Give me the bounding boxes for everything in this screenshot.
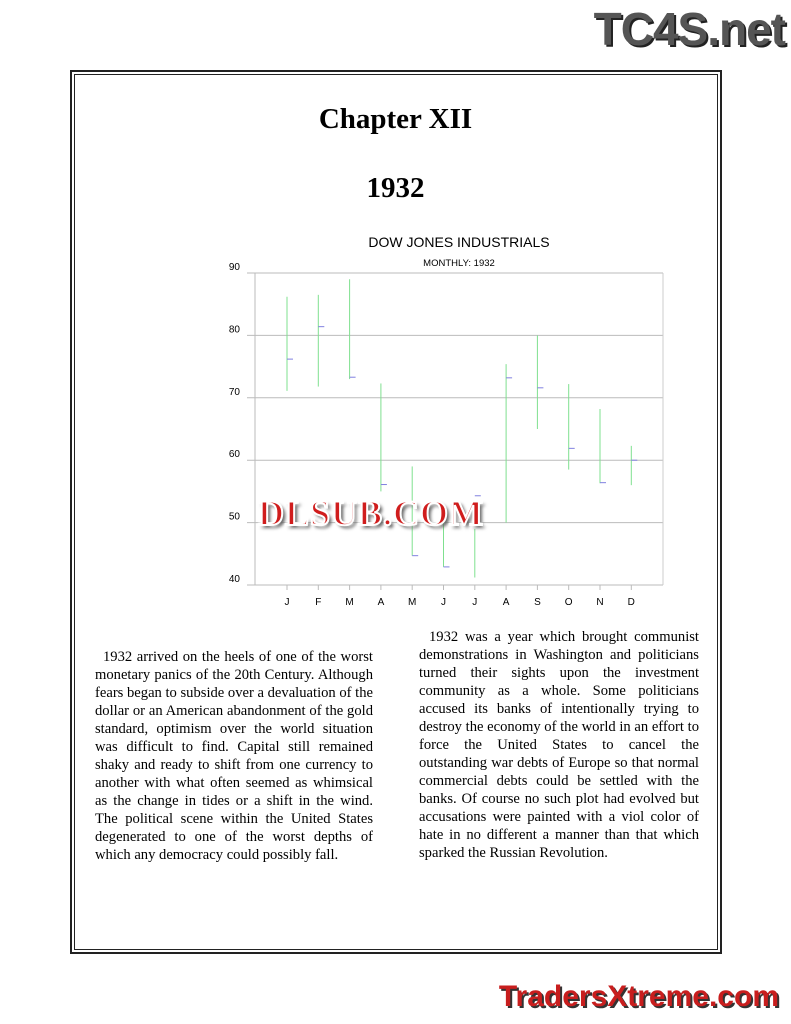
dlsub-watermark: DLSUB.COM xyxy=(257,492,485,534)
x-tick-label: A xyxy=(503,597,510,608)
x-tick-label: M xyxy=(345,597,353,608)
right-column-text: 1932 was a year which brought communist … xyxy=(419,629,699,861)
left-column-text: 1932 arrived on the heels of one of the … xyxy=(95,649,373,863)
page-frame xyxy=(70,70,722,954)
chart-subtitle: MONTHLY: 1932 xyxy=(423,258,495,269)
x-tick-label: A xyxy=(378,597,385,608)
x-tick-label: M xyxy=(408,597,416,608)
chapter-title: Chapter XII xyxy=(318,103,473,135)
x-tick-label: N xyxy=(596,597,603,608)
tradersxtreme-watermark: TradersXtreme.com xyxy=(498,980,779,1013)
y-tick-label: 60 xyxy=(229,449,241,460)
x-tick-label: J xyxy=(285,597,290,608)
x-tick-label: D xyxy=(628,597,635,608)
x-tick-label: O xyxy=(565,597,573,608)
x-tick-label: F xyxy=(315,597,321,608)
y-tick-label: 80 xyxy=(229,324,241,335)
y-tick-label: 70 xyxy=(229,387,241,398)
year-title: 1932 xyxy=(366,172,425,204)
x-tick-label: J xyxy=(472,597,477,608)
chart-title: DOW JONES INDUSTRIALS xyxy=(368,234,549,250)
y-tick-label: 50 xyxy=(229,512,241,523)
y-tick-label: 90 xyxy=(229,262,241,273)
tc4s-watermark: TC4S.net xyxy=(593,3,786,55)
x-tick-label: J xyxy=(441,597,446,608)
y-tick-label: 40 xyxy=(229,574,241,585)
x-tick-label: S xyxy=(534,597,541,608)
